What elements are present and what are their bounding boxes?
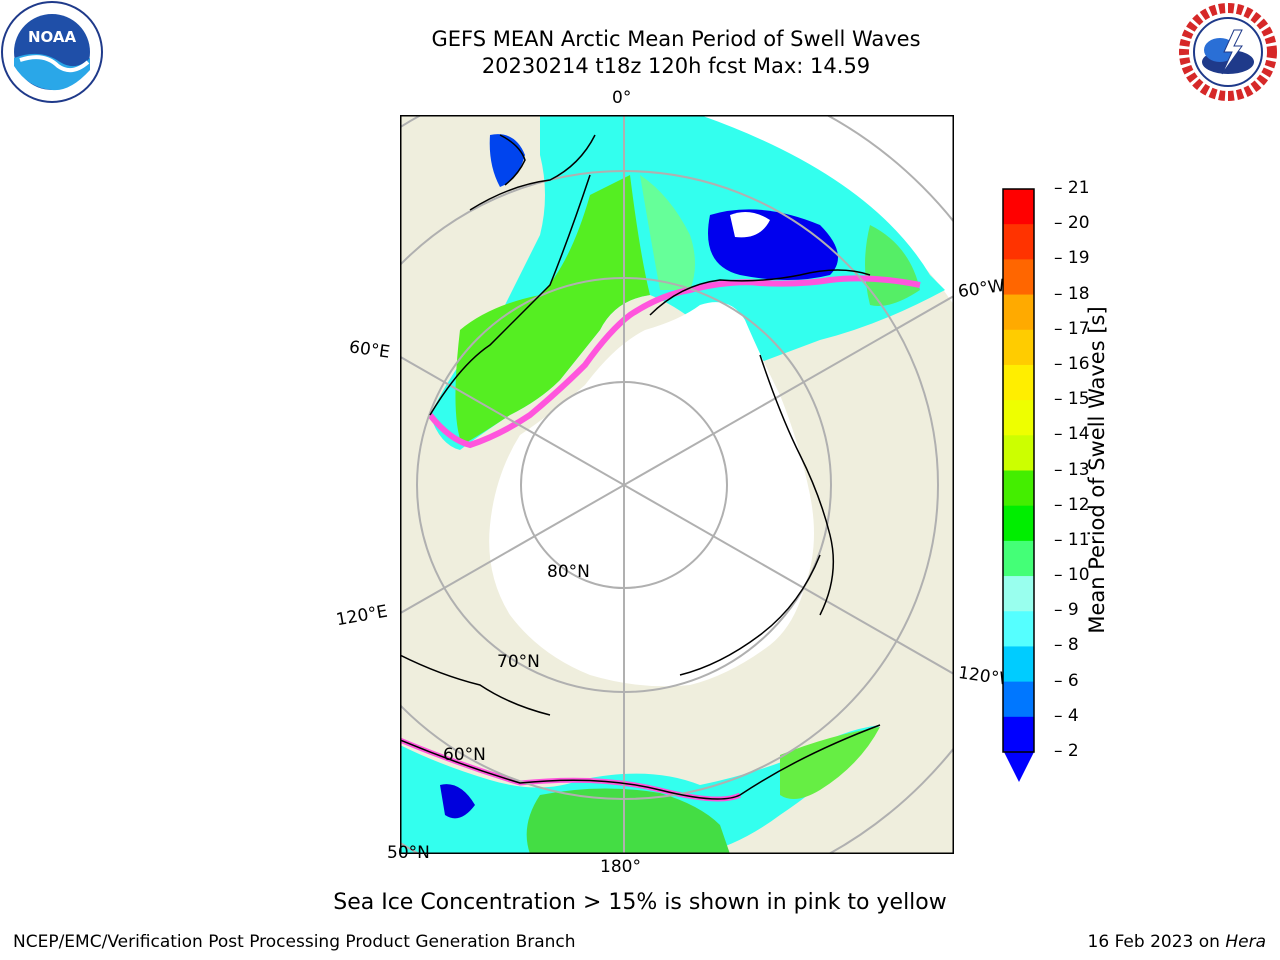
colorbar-tick: – 17	[1054, 318, 1090, 339]
colorbar-tick: – 14	[1054, 424, 1090, 445]
footer-credit: NCEP/EMC/Verification Post Processing Pr…	[13, 932, 576, 952]
colorbar-tick: – 6	[1054, 670, 1079, 691]
colorbar-cell	[1003, 611, 1034, 647]
footer-host: Hera	[1225, 932, 1266, 952]
colorbar-cell	[1003, 540, 1034, 577]
colorbar-cell	[1003, 470, 1034, 507]
noaa-logo: NOAA	[1, 1, 103, 103]
coastlines	[400, 134, 881, 800]
colorbar-tick: – 9	[1054, 600, 1079, 621]
colorbar-cell	[1003, 224, 1034, 260]
colorbar-cell	[1003, 259, 1034, 296]
sea-ice-note: Sea Ice Concentration > 15% is shown in …	[333, 890, 947, 915]
noaa-logo-text: NOAA	[28, 28, 77, 46]
colorbar-cell	[1003, 716, 1034, 753]
graticule	[400, 115, 954, 854]
lon-label-0: 0°	[612, 88, 632, 108]
footer-date: 16 Feb 2023 on Hera	[1088, 932, 1266, 952]
lat-label-70n: 70°N	[497, 652, 540, 672]
chart-title: GEFS MEAN Arctic Mean Period of Swell Wa…	[431, 27, 921, 51]
lon-label-180: 180°	[600, 857, 641, 877]
colorbar-cell	[1003, 294, 1034, 331]
colorbar-tick: – 19	[1054, 248, 1090, 269]
lat-label-60n: 60°N	[443, 745, 486, 765]
lat-label-50n: 50°N	[387, 843, 430, 863]
colorbar-tick: – 12	[1054, 494, 1090, 515]
colorbar-tick: – 2	[1054, 741, 1079, 761]
colorbar-cell	[1003, 189, 1034, 225]
colorbar-cell	[1003, 505, 1034, 542]
colorbar-tick: – 11	[1054, 529, 1090, 550]
colorbar-tick: – 15	[1054, 389, 1090, 410]
colorbar-label: Mean Period of Swell Waves [s]	[1085, 306, 1109, 634]
lon-label-120e: 120°E	[334, 601, 390, 631]
chart-subtitle: 20230214 t18z 120h fcst Max: 14.59	[481, 54, 871, 78]
lon-label-60w: 60°W	[956, 275, 1007, 303]
pacific-swell-region	[400, 725, 880, 854]
colorbar-cell	[1003, 681, 1034, 718]
colorbar-tick: – 13	[1054, 459, 1090, 480]
colorbar-under-arrow	[1004, 752, 1034, 782]
colorbar-cell	[1003, 646, 1034, 683]
nws-logo	[1178, 2, 1278, 102]
colorbar-tick: – 20	[1054, 213, 1090, 234]
map-frame	[400, 115, 954, 854]
colorbar-cell	[1003, 400, 1034, 436]
colorbar-cell	[1003, 329, 1034, 366]
colorbar	[1002, 188, 1035, 782]
colorbar-cell	[1003, 364, 1034, 401]
footer-date-text: 16 Feb 2023 on	[1087, 932, 1226, 952]
colorbar-tick: – 4	[1054, 705, 1079, 726]
lon-label-60e: 60°E	[347, 337, 392, 363]
colorbar-cell	[1003, 435, 1034, 471]
colorbar-tick: – 21	[1054, 178, 1090, 198]
sea-ice-edge	[427, 275, 921, 449]
lat-label-80n: 80°N	[547, 562, 590, 582]
colorbar-tick: – 16	[1054, 353, 1090, 374]
arctic-map	[400, 115, 954, 854]
colorbar-cell	[1003, 576, 1034, 612]
colorbar-tick: – 8	[1054, 635, 1079, 656]
colorbar-tick: – 18	[1054, 283, 1090, 304]
colorbar-tick: – 10	[1054, 565, 1090, 586]
